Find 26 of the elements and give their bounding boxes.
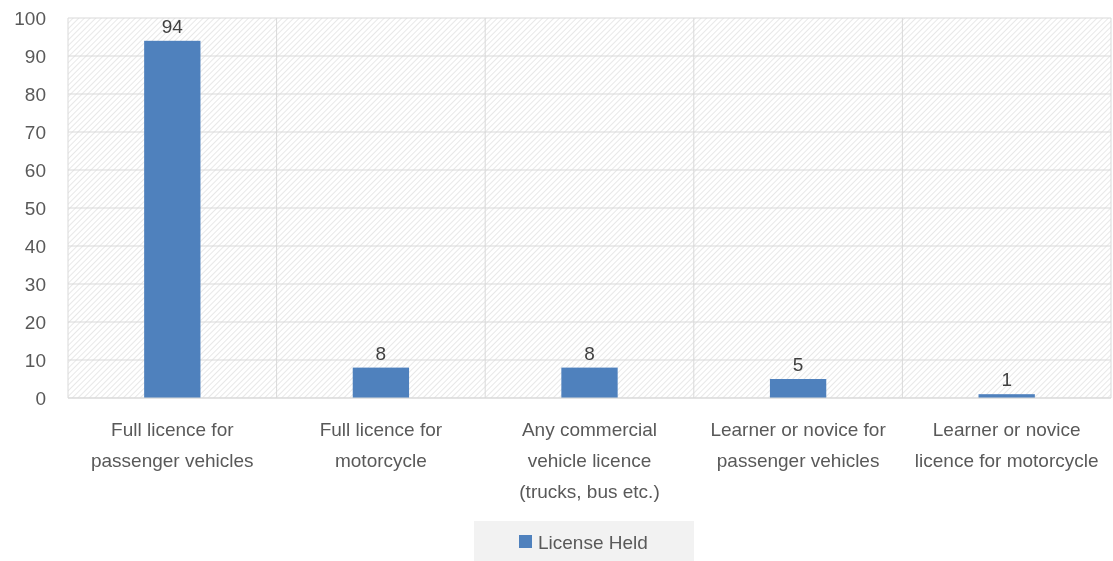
y-tick-label: 30 bbox=[24, 273, 46, 295]
y-tick-label: 40 bbox=[24, 235, 46, 257]
x-tick-label: Any commercial vehicle licence (trucks, bus etc.) bbox=[519, 419, 660, 502]
data-label: 1 bbox=[1001, 369, 1012, 391]
x-tick-label: Full licence for passenger vehicles bbox=[90, 419, 254, 471]
bar bbox=[352, 367, 410, 398]
data-label: 94 bbox=[161, 15, 184, 37]
y-tick-label: 10 bbox=[24, 349, 46, 371]
legend-label: License Held bbox=[538, 531, 648, 553]
x-tick-label: Learner or novice for passenger vehicles bbox=[710, 419, 887, 471]
y-tick-label: 80 bbox=[24, 83, 46, 105]
data-label: 8 bbox=[584, 342, 595, 364]
y-tick-label: 100 bbox=[14, 7, 46, 29]
data-label: 8 bbox=[375, 342, 387, 364]
y-tick-label: 70 bbox=[24, 121, 46, 143]
y-tick-label: 60 bbox=[24, 159, 46, 181]
y-tick-label: 20 bbox=[24, 311, 46, 333]
bar bbox=[769, 379, 827, 398]
x-tick-label: Full licence for motorcycle bbox=[319, 419, 443, 471]
y-tick-label: 90 bbox=[24, 45, 46, 67]
bar bbox=[561, 367, 618, 398]
x-tick-label: Learner or novice licence for motorcycle bbox=[914, 419, 1099, 471]
y-tick-label: 0 bbox=[35, 387, 46, 409]
y-tick-label: 50 bbox=[24, 197, 46, 219]
bar bbox=[144, 40, 201, 398]
data-label: 5 bbox=[792, 354, 804, 375]
